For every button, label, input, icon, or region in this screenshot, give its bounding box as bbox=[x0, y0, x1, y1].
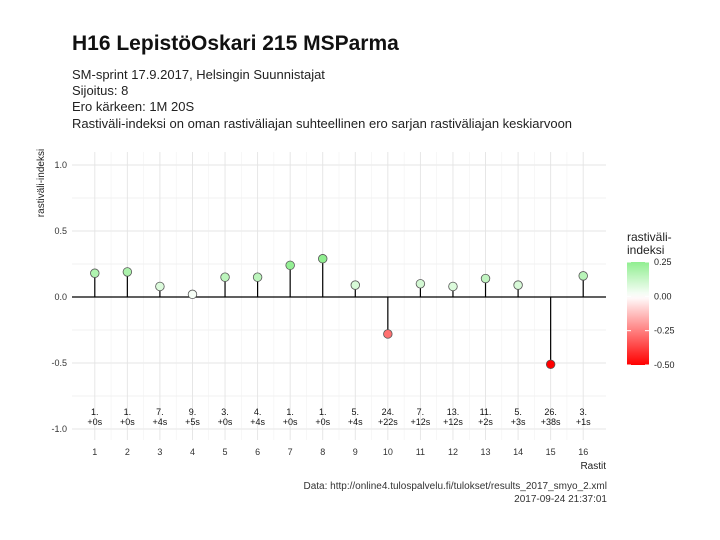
y-tick-label: 0.0 bbox=[54, 292, 67, 302]
rank-label: 3. bbox=[221, 407, 229, 417]
gap-label: +0s bbox=[315, 417, 330, 427]
gap-label: +4s bbox=[348, 417, 363, 427]
x-tick-label: 1 bbox=[92, 447, 97, 457]
legend-tick-label: 0.00 bbox=[654, 291, 672, 301]
y-axis-label: rastiväli-indeksi bbox=[36, 149, 47, 217]
timestamp-caption: 2017-09-24 21:37:01 bbox=[514, 494, 607, 505]
gap-label: +12s bbox=[411, 417, 431, 427]
chart-title: H16 LepistöOskari 215 MSParma bbox=[72, 32, 399, 55]
data-point bbox=[252, 272, 263, 282]
subtitle-gap-to-leader: Ero kärkeen: 1M 20S bbox=[72, 99, 195, 114]
data-point bbox=[318, 254, 328, 264]
data-point bbox=[383, 329, 393, 339]
rank-label: 11. bbox=[480, 407, 492, 417]
rank-label: 9. bbox=[189, 407, 197, 417]
legend-title-line-1: rastiväli- bbox=[627, 230, 672, 244]
subtitle-description: Rastiväli-indeksi on oman rastiväliajan … bbox=[72, 116, 573, 131]
gap-label: +1s bbox=[576, 417, 591, 427]
gap-label: +3s bbox=[511, 417, 526, 427]
rank-label: 7. bbox=[156, 407, 164, 417]
gap-label: +22s bbox=[378, 417, 398, 427]
x-tick-label: 4 bbox=[190, 447, 195, 457]
rank-label: 24. bbox=[382, 407, 395, 417]
y-tick-label: -0.5 bbox=[51, 358, 67, 368]
x-tick-label: 5 bbox=[223, 447, 228, 457]
data-point bbox=[187, 289, 198, 300]
legend-colorbar bbox=[627, 262, 649, 365]
data-point bbox=[155, 281, 165, 292]
gap-label: +4s bbox=[153, 417, 168, 427]
rank-label: 5. bbox=[352, 407, 360, 417]
x-tick-label: 14 bbox=[513, 447, 523, 457]
rank-label: 7. bbox=[417, 407, 425, 417]
subtitle-event: SM-sprint 17.9.2017, Helsingin Suunnista… bbox=[72, 67, 325, 82]
y-tick-label: 0.5 bbox=[54, 226, 67, 236]
x-tick-label: 10 bbox=[383, 447, 393, 457]
data-point bbox=[415, 279, 426, 289]
gap-label: +0s bbox=[87, 417, 102, 427]
rank-label: 26. bbox=[544, 407, 557, 417]
x-tick-label: 3 bbox=[157, 447, 162, 457]
x-tick-label: 16 bbox=[578, 447, 588, 457]
data-point bbox=[220, 272, 230, 282]
rank-label: 1. bbox=[286, 407, 294, 417]
x-tick-label: 9 bbox=[353, 447, 358, 457]
data-point bbox=[448, 281, 458, 292]
x-axis-label: Rastit bbox=[580, 461, 606, 472]
x-tick-label: 11 bbox=[416, 447, 425, 457]
data-point bbox=[90, 268, 100, 278]
gap-label: +5s bbox=[185, 417, 200, 427]
legend-title: rastiväli- indeksi bbox=[627, 231, 707, 257]
data-point bbox=[578, 271, 588, 281]
legend-tick-label: -0.25 bbox=[654, 326, 675, 336]
data-point bbox=[545, 359, 556, 370]
y-tick-label: -1.0 bbox=[51, 424, 67, 434]
x-tick-label: 15 bbox=[546, 447, 556, 457]
legend-title-line-2: indeksi bbox=[627, 243, 665, 257]
x-tick-label: 7 bbox=[288, 447, 293, 457]
rank-label: 4. bbox=[254, 407, 262, 417]
data-point bbox=[513, 280, 523, 290]
data-point bbox=[350, 280, 360, 290]
rank-label: 5. bbox=[514, 407, 522, 417]
data-point bbox=[122, 267, 133, 277]
gap-label: +4s bbox=[250, 417, 265, 427]
gap-label: +12s bbox=[443, 417, 463, 427]
x-tick-label: 2 bbox=[125, 447, 130, 457]
legend-tick-label: 0.25 bbox=[654, 257, 672, 267]
legend-tick-label: -0.50 bbox=[654, 360, 675, 370]
y-tick-label: 1.0 bbox=[54, 160, 67, 170]
rank-label: 13. bbox=[447, 407, 460, 417]
data-point bbox=[480, 273, 491, 284]
rank-label: 3. bbox=[579, 407, 587, 417]
x-tick-label: 13 bbox=[481, 447, 491, 457]
gap-label: +0s bbox=[120, 417, 135, 427]
rank-label: 1. bbox=[91, 407, 99, 417]
data-point bbox=[285, 260, 295, 271]
gap-label: +2s bbox=[478, 417, 493, 427]
data-source-caption: Data: http://online4.tulospalvelu.fi/tul… bbox=[303, 481, 607, 492]
gap-label: +38s bbox=[541, 417, 561, 427]
gap-label: +0s bbox=[283, 417, 298, 427]
rank-label: 1. bbox=[319, 407, 327, 417]
x-tick-label: 12 bbox=[448, 447, 458, 457]
rank-label: 1. bbox=[124, 407, 132, 417]
gap-label: +0s bbox=[218, 417, 233, 427]
subtitle-placement: Sijoitus: 8 bbox=[72, 83, 129, 98]
x-tick-label: 6 bbox=[255, 447, 260, 457]
x-tick-label: 8 bbox=[320, 447, 325, 457]
